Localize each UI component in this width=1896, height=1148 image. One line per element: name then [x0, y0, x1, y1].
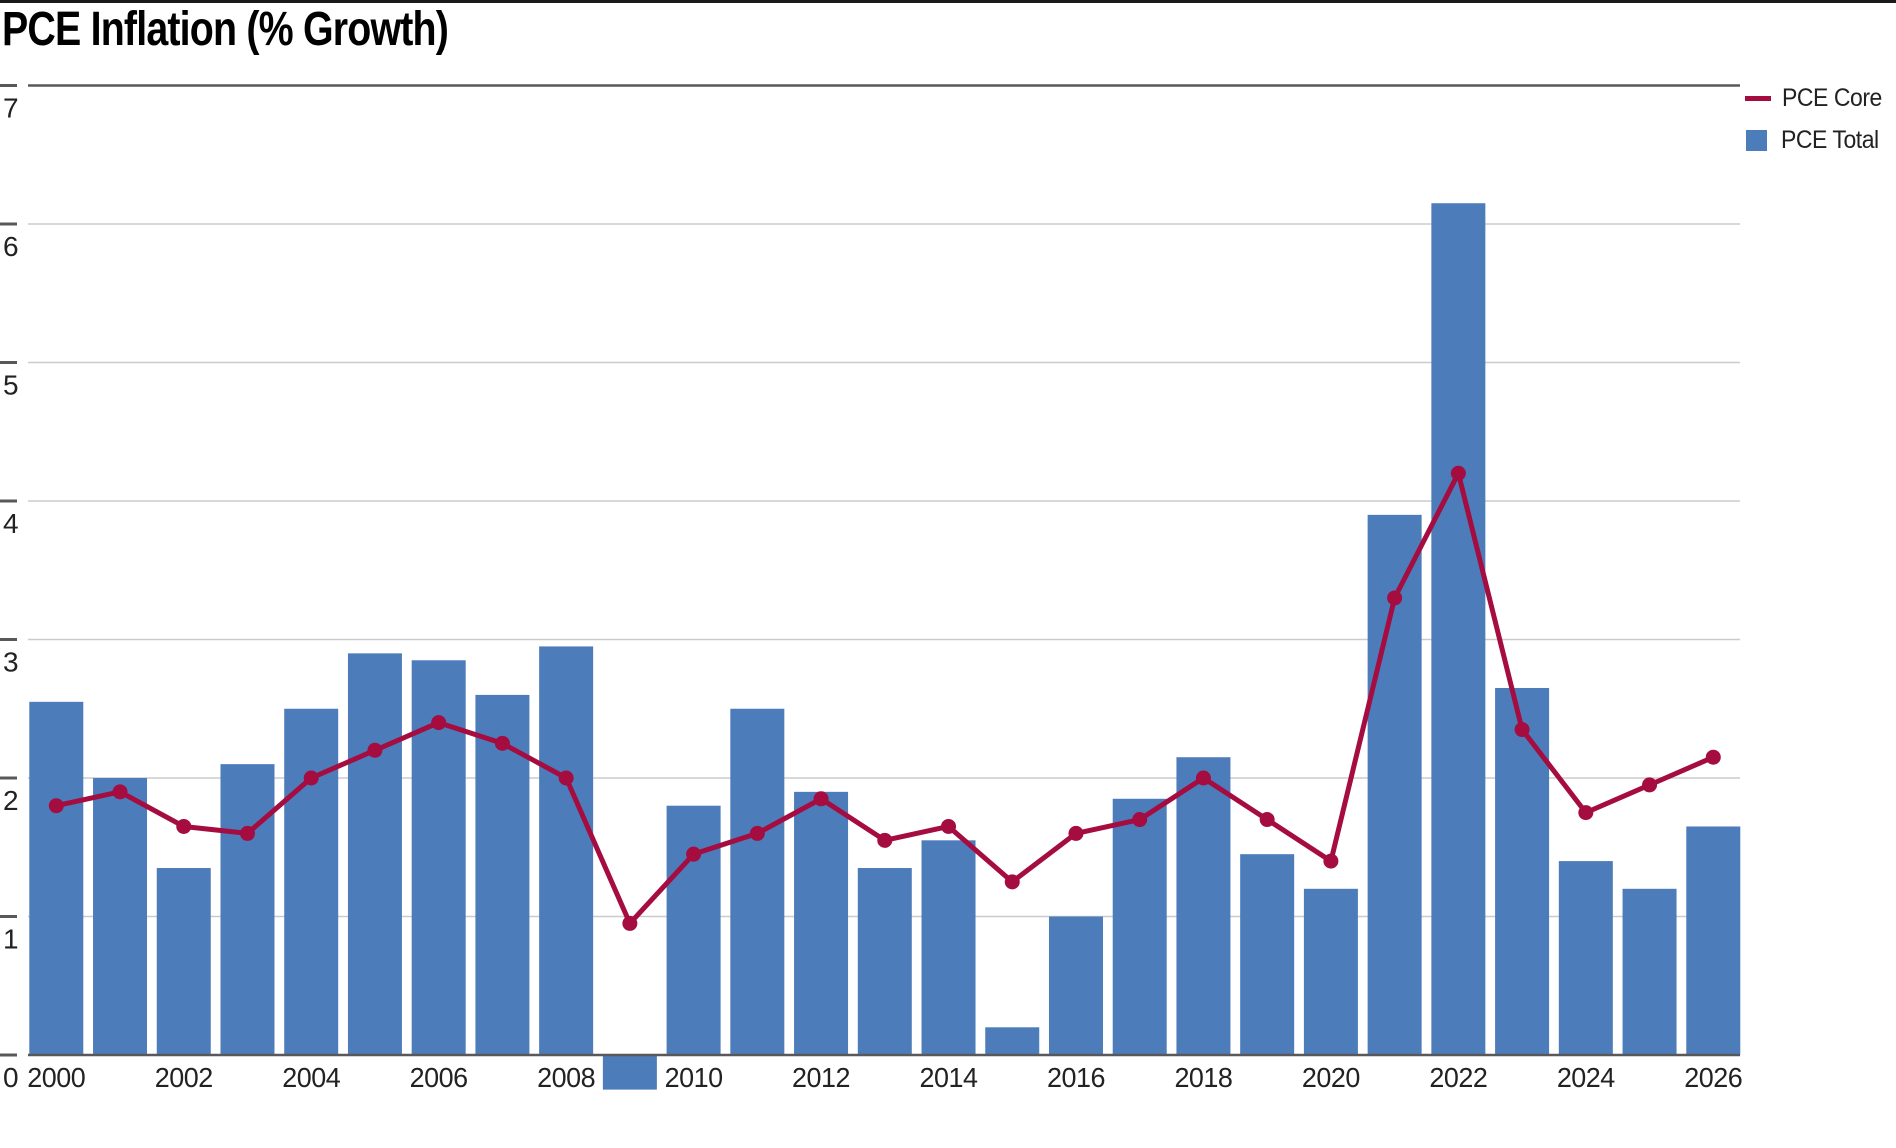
bar-2003	[220, 764, 275, 1055]
x-tick-label-2026: 2026	[1684, 1062, 1742, 1093]
pce-core-point-2011	[749, 825, 765, 841]
pce-core-point-2024	[1578, 805, 1594, 821]
pce-core-point-2018	[1195, 770, 1211, 786]
pce-core-point-2014	[941, 818, 957, 834]
pce-total-bar-swatch	[1746, 129, 1767, 151]
x-tick-label-2000: 2000	[27, 1062, 85, 1093]
bar-2008	[539, 646, 594, 1055]
pce-core-point-2009	[622, 915, 638, 931]
bar-2000	[29, 701, 84, 1055]
x-tick-label-2010: 2010	[665, 1062, 723, 1093]
pce-core-point-2002	[176, 818, 192, 834]
x-tick-label-2002: 2002	[155, 1062, 213, 1093]
bar-2022	[1431, 203, 1486, 1056]
bar-2001	[93, 778, 148, 1055]
bar-2023	[1495, 687, 1550, 1055]
pce-core-point-2025	[1642, 777, 1658, 793]
pce-core-point-2010	[686, 846, 702, 862]
bar-2025	[1622, 888, 1677, 1055]
pce-core-point-2007	[494, 735, 510, 751]
bar-2015	[985, 1027, 1040, 1055]
legend-label-pce-total: PCE Total	[1781, 125, 1879, 154]
top-border	[0, 0, 1896, 3]
pce-core-point-2012	[813, 791, 829, 807]
y-tick-label-6: 6	[3, 231, 18, 262]
x-tick-label-2018: 2018	[1174, 1062, 1232, 1093]
x-tick-label-2008: 2008	[537, 1062, 595, 1093]
x-tick-label-2020: 2020	[1302, 1062, 1360, 1093]
pce-core-point-2005	[367, 742, 383, 758]
pce-core-point-2003	[239, 825, 255, 841]
pce-core-point-2004	[303, 770, 319, 786]
bar-2010	[666, 805, 721, 1055]
bar-2009	[602, 1055, 657, 1090]
pce-core-point-2015	[1004, 874, 1020, 890]
x-tick-label-2006: 2006	[410, 1062, 468, 1093]
pce-core-point-2019	[1259, 812, 1275, 828]
bar-2011	[730, 708, 785, 1055]
legend: PCE Core PCE Total	[1745, 84, 1891, 168]
y-tick-label-7: 7	[3, 93, 18, 124]
x-tick-label-2014: 2014	[920, 1062, 978, 1093]
pce-core-point-2022	[1450, 465, 1466, 481]
pce-core-point-2026	[1705, 749, 1721, 765]
pce-core-point-2016	[1068, 825, 1084, 841]
x-tick-label-2016: 2016	[1047, 1062, 1105, 1093]
bar-2024	[1558, 861, 1613, 1055]
bar-2017	[1112, 798, 1167, 1055]
legend-label-pce-core: PCE Core	[1782, 83, 1882, 112]
x-tick-label-2004: 2004	[282, 1062, 340, 1093]
y-tick-label-2: 2	[3, 785, 18, 816]
bar-2004	[284, 708, 339, 1055]
bar-2002	[156, 868, 211, 1055]
legend-item-pce-core: PCE Core	[1745, 84, 1891, 112]
legend-item-pce-total: PCE Total	[1745, 126, 1891, 154]
bar-2014	[921, 840, 976, 1055]
chart-title: PCE Inflation (% Growth)	[2, 3, 449, 56]
pce-core-line-swatch	[1745, 95, 1771, 101]
bar-2012	[794, 791, 849, 1055]
pce-core-point-2001	[112, 784, 128, 800]
pce-core-point-2017	[1132, 812, 1148, 828]
bar-2013	[857, 868, 912, 1055]
y-tick-label-5: 5	[3, 370, 18, 401]
pce-core-point-2020	[1323, 853, 1339, 869]
pce-core-point-2023	[1514, 722, 1530, 738]
pce-core-point-2006	[431, 715, 447, 731]
pce-core-point-2013	[877, 832, 893, 848]
y-tick-label-0: 0	[3, 1062, 18, 1093]
x-tick-label-2024: 2024	[1557, 1062, 1615, 1093]
bar-2020	[1303, 888, 1358, 1055]
x-tick-label-2022: 2022	[1429, 1062, 1487, 1093]
bar-2005	[347, 653, 402, 1055]
pce-core-point-2008	[558, 770, 574, 786]
bar-2026	[1686, 826, 1741, 1055]
x-tick-label-2012: 2012	[792, 1062, 850, 1093]
y-tick-label-4: 4	[3, 508, 18, 539]
bar-2019	[1240, 854, 1295, 1055]
pce-core-point-2000	[48, 798, 64, 814]
y-tick-label-1: 1	[3, 924, 18, 955]
bar-2016	[1048, 916, 1103, 1055]
pce-core-point-2021	[1387, 590, 1403, 606]
bar-2018	[1176, 757, 1231, 1055]
y-tick-label-3: 3	[3, 647, 18, 678]
